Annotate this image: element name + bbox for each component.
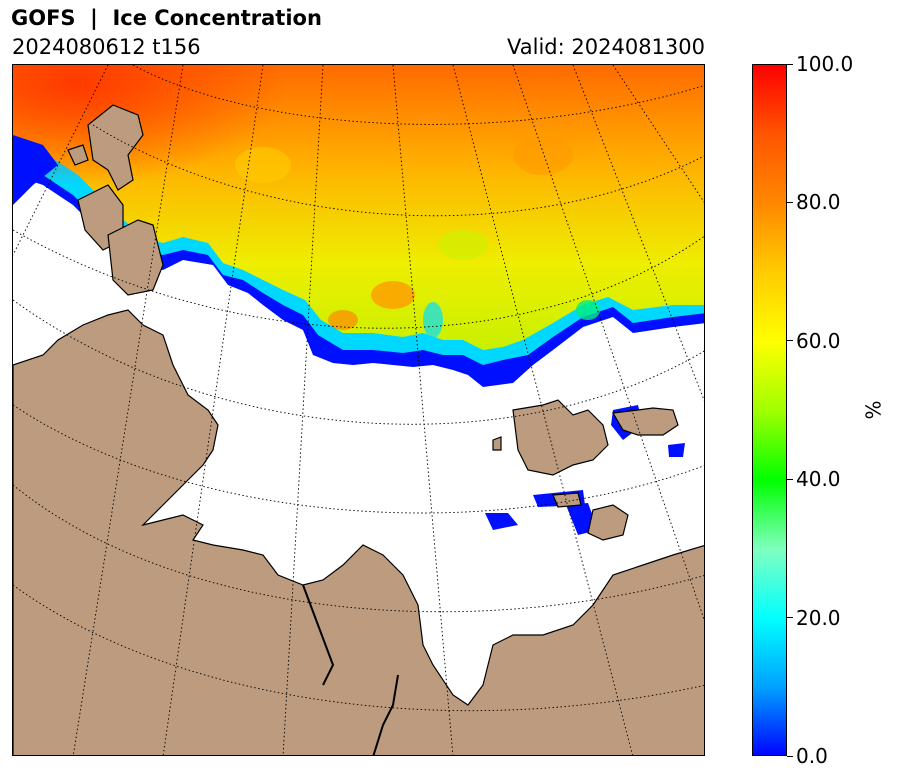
- land-island: [552, 492, 582, 508]
- meridian: [162, 65, 264, 755]
- meridian: [72, 65, 184, 755]
- land-new-siberian: [587, 504, 629, 541]
- colorbar-tick: [787, 201, 793, 203]
- colorbar-tick: [787, 478, 793, 480]
- ice-patch: [438, 230, 488, 260]
- latitude-circle: [13, 584, 704, 712]
- land-island: [492, 436, 502, 451]
- colorbar-tick-label: 100.0: [796, 52, 854, 76]
- colorbar-gradient: [753, 65, 786, 755]
- colorbar-unit-label: %: [861, 400, 886, 420]
- colorbar-tick-label: 80.0: [796, 190, 841, 215]
- ice-patch: [235, 147, 291, 183]
- ice-patch: [328, 310, 358, 330]
- river: [302, 584, 335, 686]
- river: [372, 674, 399, 755]
- land-svalbard: [87, 104, 144, 191]
- meridian: [13, 65, 109, 256]
- colorbar-tick: [787, 63, 793, 65]
- colorbar-tick-label: 0.0: [796, 744, 828, 768]
- ice-patch: [371, 281, 415, 309]
- colorbar-tick-label: 20.0: [796, 605, 841, 630]
- ice-patch: [513, 135, 573, 175]
- figure-title: GOFS | Ice Concentration: [11, 6, 322, 30]
- colorbar: [752, 64, 787, 756]
- ice-concentration-map: [13, 65, 704, 755]
- colorbar-tick: [787, 617, 793, 619]
- run-time-label: 2024080612 t156: [12, 35, 201, 59]
- ice-fragment: [668, 443, 685, 457]
- meridian: [572, 65, 704, 402]
- graticule: [13, 65, 704, 755]
- meridian: [612, 65, 704, 203]
- colorbar-tick-label: 40.0: [796, 467, 841, 492]
- latitude-circle: [13, 229, 704, 329]
- ice-patch: [576, 300, 600, 320]
- latitude-circle: [92, 124, 704, 217]
- map-panel: [12, 64, 705, 756]
- ice-patch: [423, 302, 443, 338]
- land-island: [612, 407, 679, 436]
- land-masses: [13, 104, 704, 755]
- colorbar-tick: [787, 340, 793, 342]
- ice-fragment: [485, 513, 518, 530]
- land-severnaya-zemlya: [512, 399, 609, 476]
- land-novaya-zemlya: [107, 219, 164, 296]
- meridian: [512, 65, 704, 621]
- colorbar-tick-label: 60.0: [796, 328, 841, 353]
- colorbar-tick: [787, 755, 793, 757]
- valid-time-label: Valid: 2024081300: [507, 35, 705, 59]
- land-eurasia: [13, 309, 704, 755]
- ice-fragment: [13, 135, 58, 205]
- rivers: [302, 584, 399, 755]
- land-island: [67, 144, 89, 166]
